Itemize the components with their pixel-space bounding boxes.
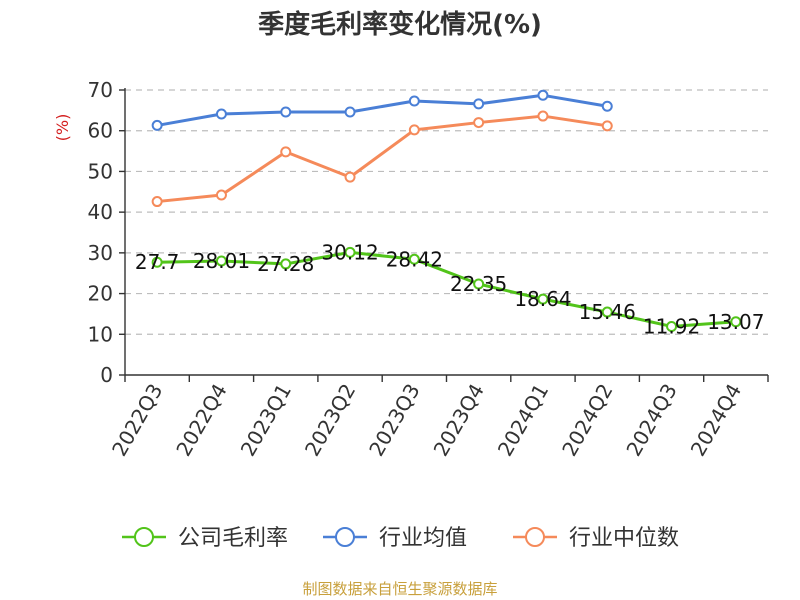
y-axis-label: (%) [53, 114, 72, 142]
data-point [151, 256, 163, 268]
y-tick-label: 30 [88, 241, 113, 265]
data-point [215, 189, 227, 201]
data-point [537, 293, 549, 305]
data-point [215, 255, 227, 267]
x-tick-label: 2024Q3 [621, 380, 681, 461]
data-point [344, 106, 356, 118]
series-line [156, 114, 608, 204]
y-tick-label: 40 [88, 200, 113, 224]
legend: 公司毛利率 行业均值 行业中位数 [122, 526, 679, 551]
chart-title: 季度毛利率变化情况(%) [258, 10, 542, 40]
data-point [408, 253, 420, 265]
source-note: 制图数据来自恒生聚源数据库 [302, 580, 498, 598]
data-label: 18.64 [514, 287, 571, 311]
legend-marker [525, 527, 545, 547]
data-point [344, 246, 356, 258]
data-label: 27.28 [257, 252, 314, 276]
legend-marker [134, 527, 154, 547]
x-tick-label: 2024Q2 [557, 380, 617, 461]
data-point [473, 117, 485, 129]
y-tick-label: 70 [88, 78, 113, 102]
y-tick-label: 20 [88, 282, 113, 306]
data-labels: 27.7 28.01 27.28 30.12 28.42 22.35 18.64 15.46 1… [135, 240, 765, 338]
x-tick-label: 2022Q4 [171, 380, 231, 461]
data-label: 11.92 [643, 314, 700, 338]
data-point [344, 171, 356, 183]
data-label: 13.07 [707, 310, 764, 334]
data-point [215, 108, 227, 120]
data-label: 15.46 [579, 300, 636, 324]
x-tick-label: 2022Q3 [107, 380, 167, 461]
x-tick-label: 2023Q1 [236, 380, 296, 461]
data-label: 28.42 [386, 247, 443, 271]
data-point [601, 100, 613, 112]
y-tick-label: 50 [88, 159, 113, 183]
data-label: 22.35 [450, 272, 507, 296]
data-point [473, 278, 485, 290]
series-line [157, 250, 736, 328]
data-point [601, 306, 613, 318]
data-point [473, 98, 485, 110]
data-point [408, 95, 420, 107]
x-tick-label: 2024Q4 [686, 380, 746, 461]
y-tick-label: 0 [100, 363, 113, 387]
data-point [601, 120, 613, 132]
data-point [408, 124, 420, 136]
x-tick-label: 2023Q2 [300, 380, 360, 461]
legend-marker [335, 527, 355, 547]
data-point [280, 146, 292, 158]
data-label: 30.12 [321, 240, 378, 264]
data-point [151, 196, 163, 208]
x-tick-label: 2023Q4 [429, 380, 489, 461]
data-point [666, 320, 678, 332]
data-point [537, 110, 549, 122]
data-point [280, 106, 292, 118]
data-point [537, 89, 549, 101]
series-line [156, 93, 608, 127]
data-label: 28.01 [193, 249, 250, 273]
x-tick-label: 2023Q3 [364, 380, 424, 461]
legend-label: 公司毛利率 [178, 526, 288, 551]
series-lines [151, 89, 742, 332]
y-tick-label: 10 [88, 322, 113, 346]
data-point [280, 258, 292, 270]
y-tick-label: 60 [88, 119, 113, 143]
data-point [730, 316, 742, 328]
x-tick-label: 2024Q1 [493, 380, 553, 461]
data-point [151, 119, 163, 131]
legend-label: 行业均值 [379, 526, 467, 551]
grid-lines [125, 89, 768, 335]
legend-label: 行业中位数 [569, 526, 679, 551]
data-label: 27.7 [135, 250, 180, 274]
